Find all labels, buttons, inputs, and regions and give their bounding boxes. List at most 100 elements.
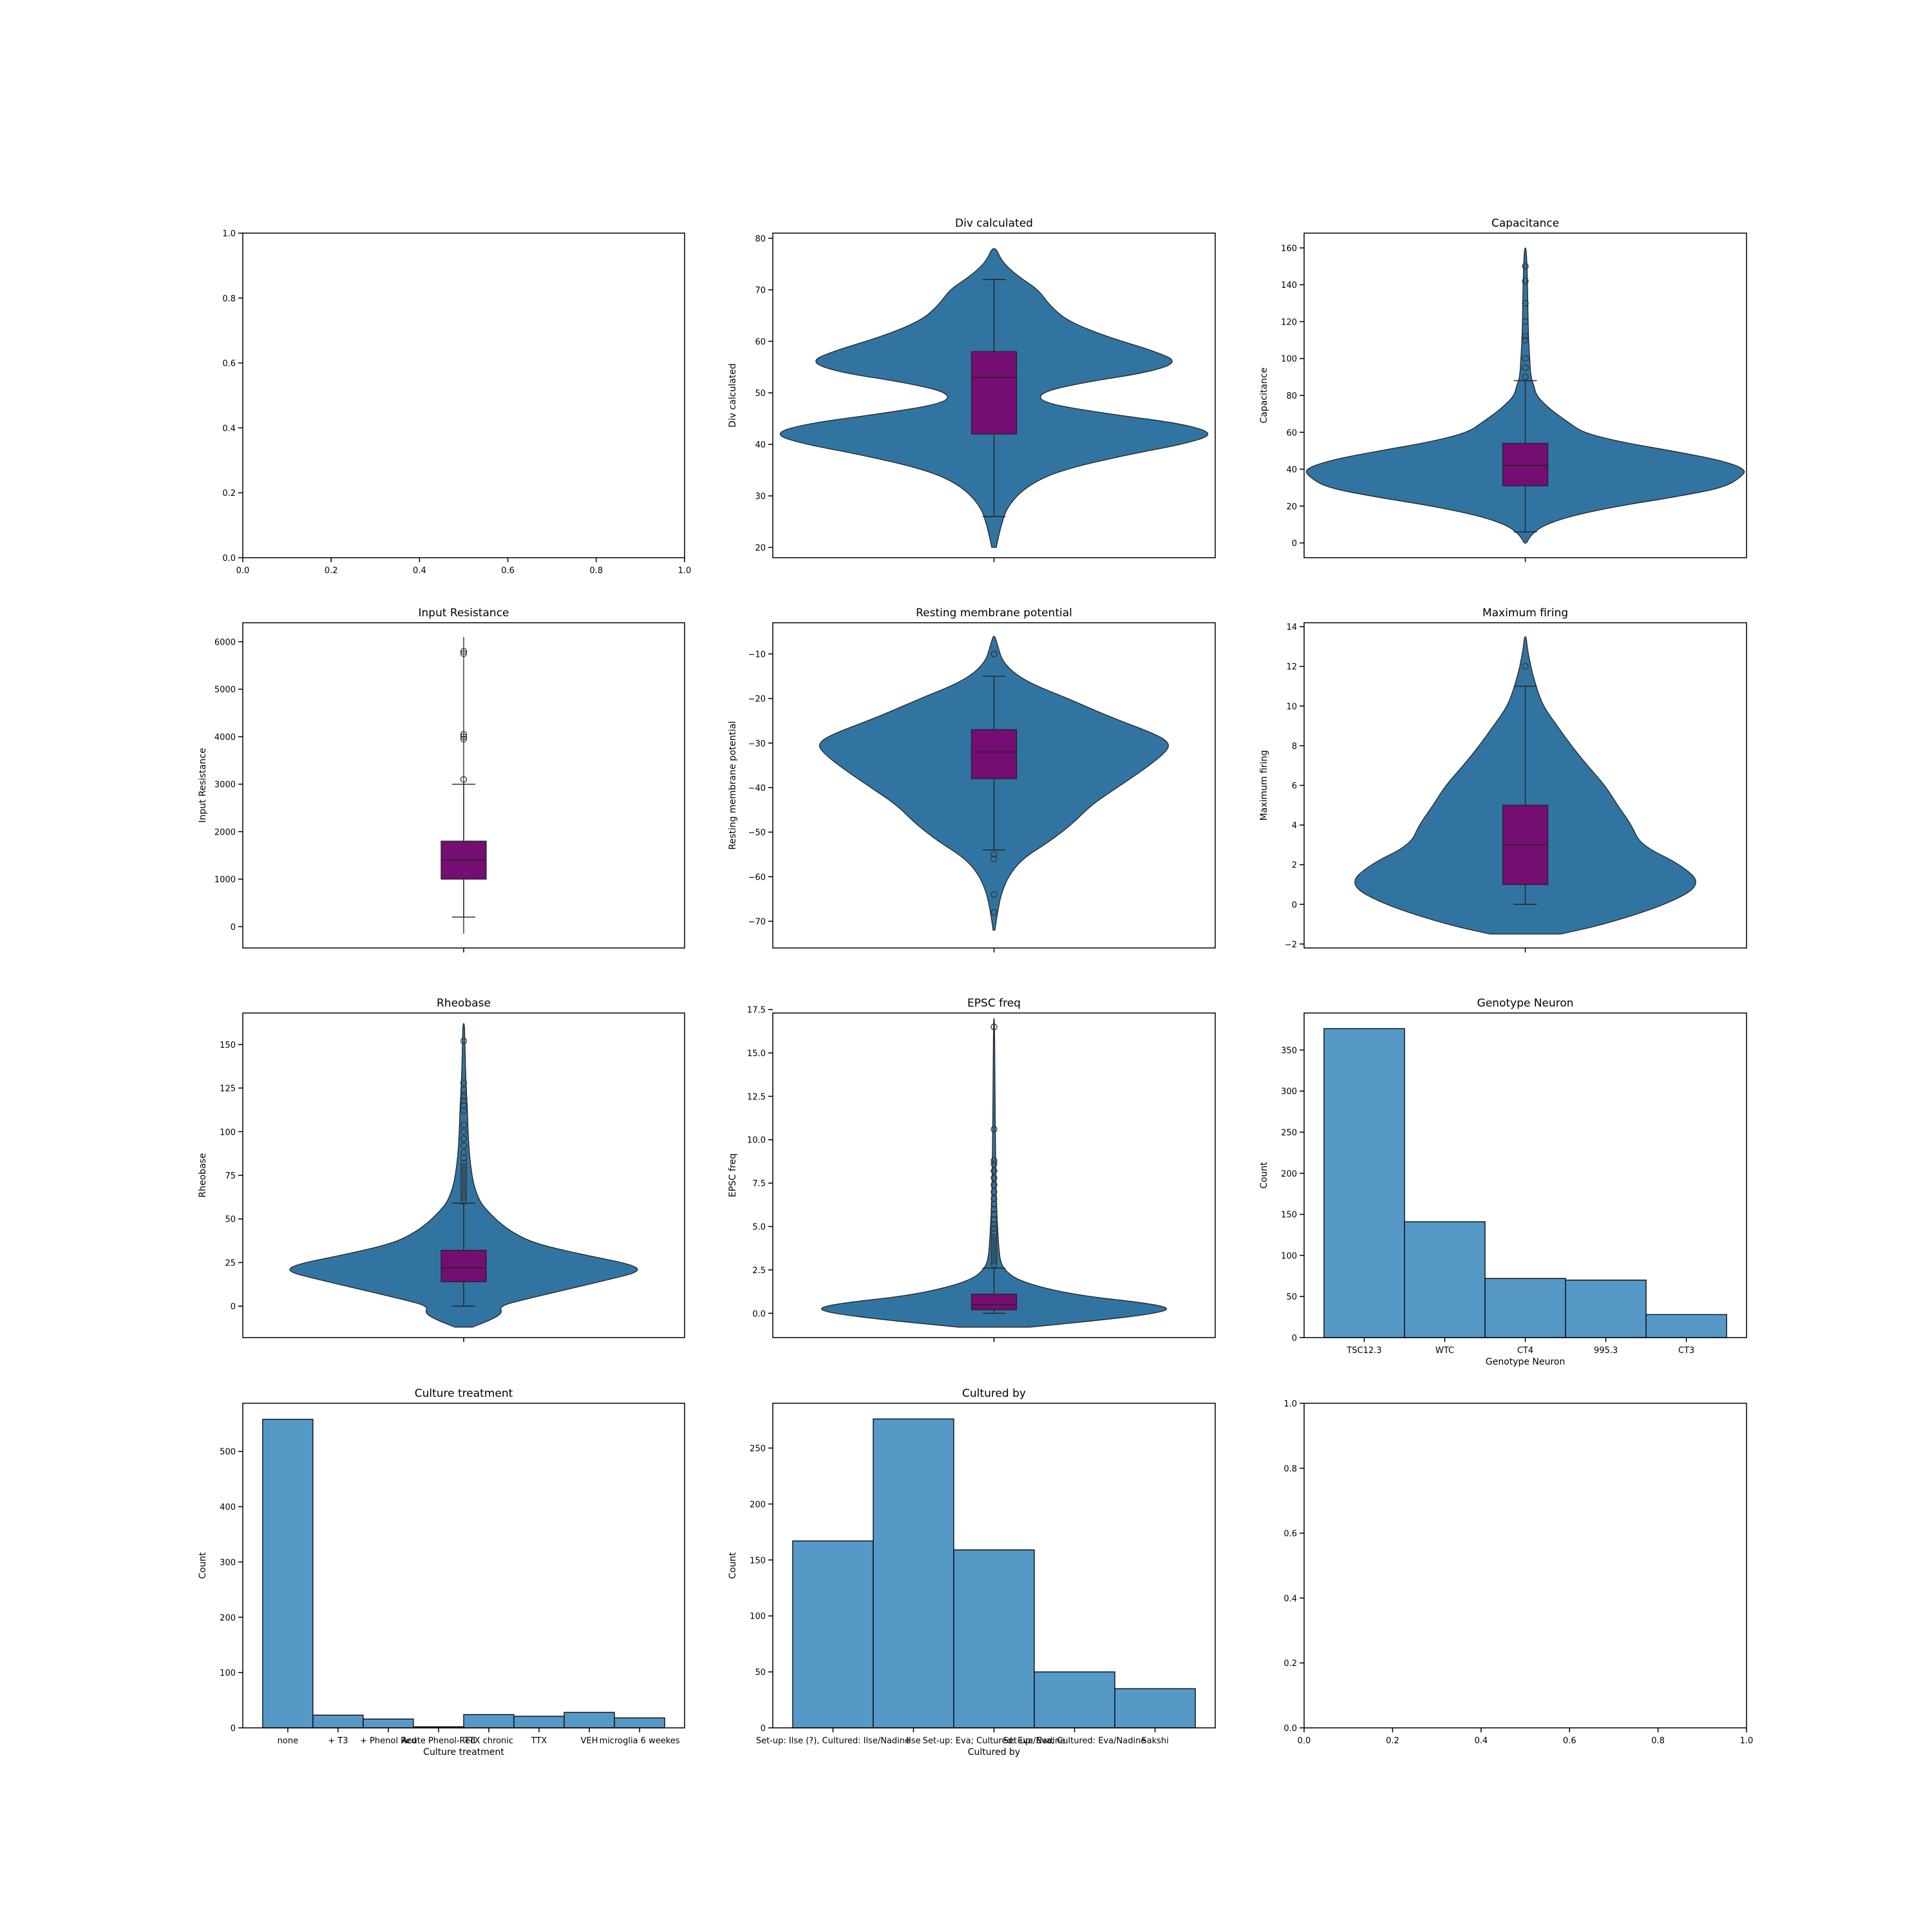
outlier-point: [1522, 263, 1529, 270]
y-tick-label: 14: [1286, 623, 1297, 632]
outlier-point: [990, 1240, 998, 1247]
bar: [564, 1712, 615, 1728]
y-tick-label: 0: [231, 1302, 236, 1312]
y-tick-label: 100: [750, 1612, 766, 1622]
outlier-point: [990, 650, 998, 658]
subplot-3: Capacitance 0 20 40 60 80 100 120 140 160 Capacita…: [1259, 217, 1747, 562]
x-tick-label: microglia 6 weekes: [600, 1736, 680, 1746]
outlier-point: [460, 733, 468, 741]
y-tick-label: −30: [748, 739, 766, 749]
outlier-point: [460, 1107, 468, 1114]
bar: [1565, 1280, 1647, 1338]
y-tick-label: 60: [1286, 428, 1297, 438]
outlier-point: [460, 1154, 468, 1162]
y-axis-label: Capacitance: [1259, 368, 1269, 424]
x-tick-label: TTX chronic: [464, 1736, 513, 1746]
subplot-8: EPSC freq 0.0 2.5 5.0 7.5 10.0 12.5 15.0 17.5 EPS…: [728, 997, 1216, 1342]
y-tick-label: −2: [1285, 940, 1297, 950]
outlier-point: [990, 1247, 998, 1255]
outlier-point: [990, 1216, 998, 1223]
x-axis-label: Culture treatment: [423, 1747, 504, 1757]
x-tick-label: CT4: [1517, 1346, 1533, 1356]
bar: [1484, 1278, 1566, 1338]
subplot-5: Resting membrane potential −70 −60 −50 −40 −3…: [728, 607, 1216, 952]
axes-frame: [1303, 1012, 1747, 1338]
y-tick-label: 350: [1281, 1046, 1297, 1056]
outlier-point: [460, 1135, 468, 1142]
outlier-point: [460, 1079, 468, 1086]
outlier-point: [460, 1102, 468, 1109]
outlier-point: [990, 851, 998, 858]
outlier-point: [1522, 336, 1529, 344]
axes-frame: [772, 622, 1216, 949]
subplot-title: Culture treatment: [415, 1387, 513, 1400]
outlier-point: [990, 1126, 998, 1133]
box-iqr: [440, 1249, 487, 1282]
outlier-point: [460, 1121, 468, 1128]
y-axis-label: Div calculated: [728, 363, 738, 428]
violin-body: [289, 1023, 638, 1328]
outlier-point: [1522, 299, 1529, 307]
y-tick-label: 100: [220, 1669, 236, 1678]
y-tick-label: 100: [220, 1128, 236, 1137]
box-iqr: [1502, 442, 1549, 486]
x-tick-label: Set-up: Ilse (?), Cultured: Ilse/Nadine: [756, 1736, 910, 1746]
x-axis-label: Cultured by: [968, 1747, 1020, 1757]
x-tick-label: 0.8: [1651, 1736, 1665, 1746]
x-tick-label: none: [278, 1736, 298, 1746]
y-tick-label: 150: [1281, 1211, 1297, 1220]
outlier-point: [990, 891, 998, 898]
outlier-point: [1522, 663, 1529, 670]
x-tick-label: TSC12.3: [1346, 1346, 1381, 1356]
outlier-point: [460, 731, 468, 738]
y-tick-label: −10: [748, 650, 766, 659]
x-tick-label: TTX: [531, 1736, 547, 1746]
y-tick-label: 0.0: [1283, 1724, 1297, 1734]
outlier-point: [460, 1093, 468, 1101]
outlier-point: [990, 1195, 998, 1202]
x-tick-label: 1.0: [678, 566, 692, 576]
violin-body: [821, 1018, 1167, 1328]
x-tick-label: Set-up: Eva; Cultured: Eva/Nadine: [1003, 1736, 1146, 1746]
y-tick-label: 50: [755, 1668, 766, 1678]
bar: [463, 1714, 515, 1728]
x-tick-label: 1.0: [1740, 1736, 1754, 1746]
y-tick-label: 0.8: [222, 294, 236, 304]
y-tick-label: 200: [750, 1500, 766, 1510]
outlier-point: [460, 1159, 468, 1167]
x-tick-label: 0.6: [1563, 1736, 1577, 1746]
bar: [1323, 1028, 1405, 1338]
y-tick-label: 0.4: [1283, 1594, 1297, 1604]
y-axis-label: Count: [1259, 1162, 1269, 1189]
y-axis-label: Resting membrane potential: [728, 721, 738, 850]
y-tick-label: 5000: [214, 685, 236, 695]
outlier-point: [460, 1177, 468, 1184]
y-axis-label: Input Resistance: [198, 748, 208, 822]
y-tick-label: −60: [748, 873, 766, 882]
y-tick-label: 0.2: [222, 489, 236, 498]
axes-frame: [1303, 622, 1747, 949]
y-tick-label: 1.0: [222, 229, 236, 239]
y-tick-label: 30: [755, 492, 766, 502]
y-axis-label: Maximum firing: [1259, 750, 1269, 821]
outlier-point: [460, 1180, 468, 1188]
outlier-point: [990, 1168, 998, 1175]
outlier-point: [990, 1233, 998, 1240]
y-tick-label: 100: [1281, 1251, 1297, 1261]
y-tick-label: 2: [1292, 861, 1297, 871]
y-tick-label: 50: [1286, 1293, 1297, 1302]
subplot-10: Culture treatment 0 100 200 300 400 500 Count no…: [198, 1387, 685, 1757]
outlier-point: [460, 1166, 468, 1174]
x-tick-label: + T3: [328, 1736, 348, 1746]
x-tick-label: 0.4: [1474, 1736, 1488, 1746]
x-tick-label: 0.2: [1386, 1736, 1399, 1746]
y-tick-label: 10: [1286, 702, 1297, 712]
outlier-point: [990, 855, 998, 862]
outlier-point: [460, 1149, 468, 1156]
outlier-point: [990, 1230, 998, 1237]
x-tick-label: VEH: [581, 1736, 598, 1746]
x-tick-label: WTC: [1435, 1346, 1454, 1356]
subplot-title: Input Resistance: [418, 607, 509, 620]
subplot-title: Div calculated: [955, 217, 1033, 230]
